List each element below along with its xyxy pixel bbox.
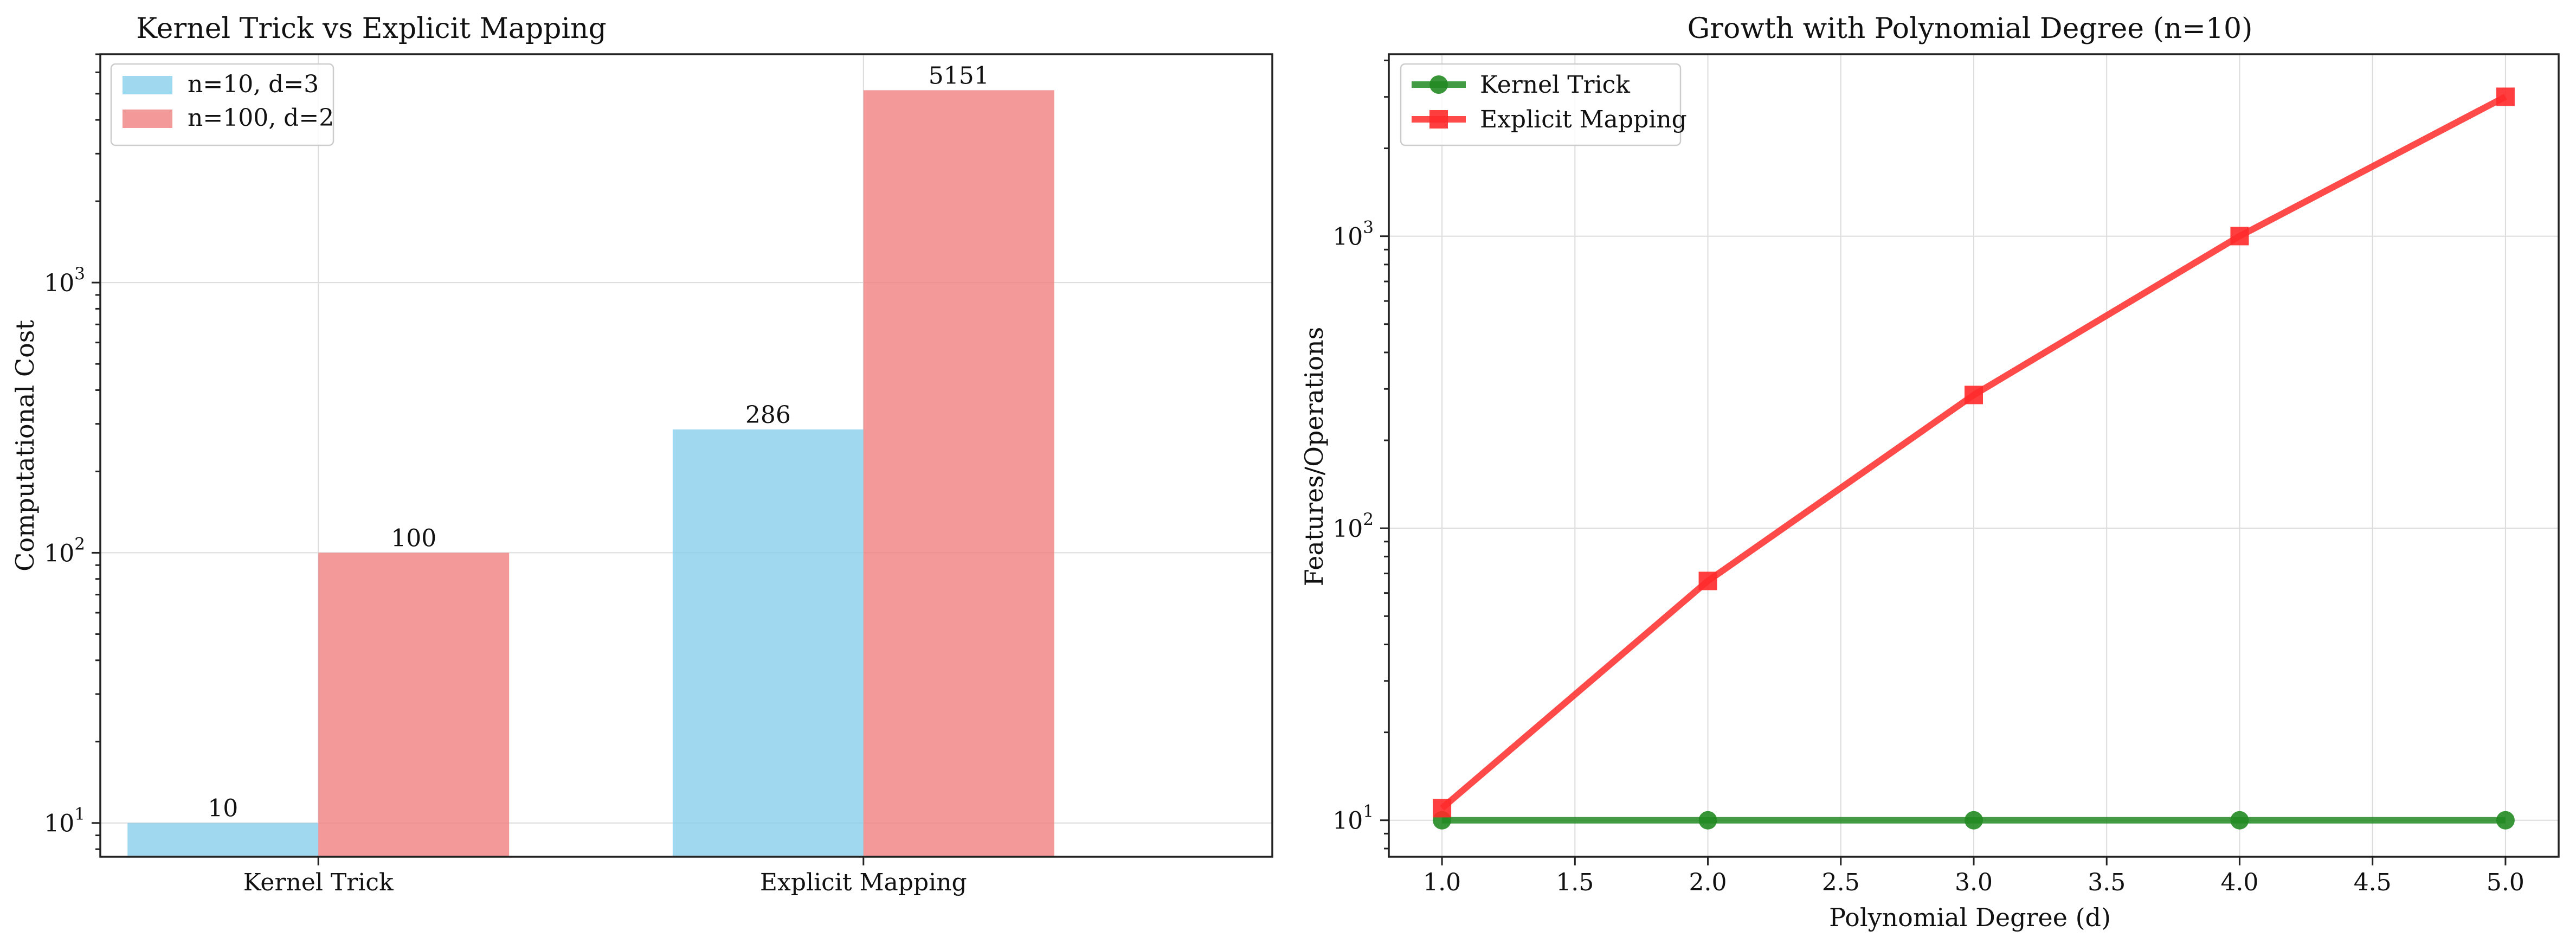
line-legend-box [1400,63,1682,146]
bar [672,429,864,857]
bar-data-label: 286 [745,401,791,429]
line-point-kernel-trick [2230,811,2249,830]
line-x-tick-label: 2.0 [1689,869,1727,896]
bar-data-label: 5151 [929,62,989,89]
line-point-explicit-mapping [1965,386,1983,405]
line-x-tick-label: 3.0 [1955,869,1993,896]
bar-data-label: 100 [391,524,436,552]
bar-y-tick-label: 102 [44,534,85,567]
bar-y-tick-label: 103 [44,264,85,297]
line-x-tick-label: 1.5 [1556,869,1594,896]
bar [318,553,510,857]
bar-chart-ylabel: Computational Cost [10,320,40,572]
line-chart-ylabel: Features/Operations [1299,327,1329,586]
line-point-kernel-trick [2496,811,2515,830]
bar-legend: n=10, d=3 n=100, d=2 [110,63,334,146]
line-marks [1433,87,2515,830]
line-legend: Kernel Trick Explicit Mapping [1400,63,1687,146]
bar-legend-label: n=10, d=3 [188,70,319,98]
bar [863,90,1054,857]
line-point-explicit-mapping [1698,572,1717,590]
bar-chart: Kernel Trick vs Explicit Mapping Computa… [10,12,1273,896]
line-ticks: 1.0 1.5 2.0 2.5 3.0 3.5 4.0 4.5 5.0 101 102 103 [1332,59,2525,896]
line-legend-marker [1429,75,1448,94]
line-legend-label: Kernel Trick [1480,71,1630,99]
bar-marks [127,90,1054,857]
bar-x-tick-label: Explicit Mapping [760,869,967,896]
bar-legend-swatch [123,76,172,94]
line-chart-title: Growth with Polynomial Degree (n=10) [1688,12,2253,45]
bar-legend-swatch [123,110,172,128]
line-point-explicit-mapping [2496,87,2515,106]
line-chart-xlabel: Polynomial Degree (d) [1829,903,2111,932]
line-chart: Growth with Polynomial Degree (n=10) Pol… [1299,12,2560,932]
line-grid [1389,54,2559,857]
bar [127,823,319,857]
bar-legend-label: n=100, d=2 [188,104,334,132]
line-x-tick-label: 1.0 [1423,869,1461,896]
line-x-tick-label: 4.5 [2354,869,2392,896]
line-x-tick-label: 2.5 [1822,869,1860,896]
line-x-tick-label: 4.0 [2220,869,2258,896]
line-y-tick-label: 103 [1332,218,1374,251]
line-y-tick-label: 101 [1332,802,1374,835]
bar-chart-title: Kernel Trick vs Explicit Mapping [136,12,607,45]
line-y-tick-label: 102 [1332,510,1374,543]
bar-x-tick-label: Kernel Trick [243,869,394,896]
bar-y-tick-label: 101 [44,805,85,838]
line-x-tick-label: 3.5 [2088,869,2126,896]
bar-ticks: 101 102 103 Kernel Trick Explicit Mapping [44,53,967,896]
line-legend-marker [1429,110,1448,129]
line-point-kernel-trick [1698,811,1717,830]
line-point-explicit-mapping [1433,799,1452,818]
bar-data-labels: 10 286 100 5151 [208,62,989,822]
line-point-explicit-mapping [2230,227,2249,246]
bar-chart-frame [99,53,1273,858]
line-point-kernel-trick [1965,811,1983,830]
line-x-tick-label: 5.0 [2487,869,2525,896]
line-legend-label: Explicit Mapping [1480,106,1687,133]
bar-data-label: 10 [208,795,238,823]
